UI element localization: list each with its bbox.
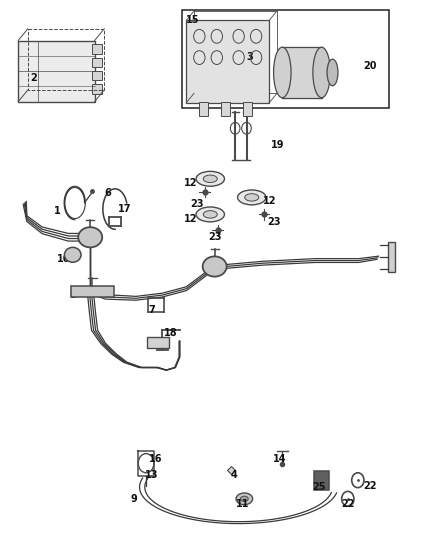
Bar [221,102,230,116]
Text: 12: 12 [184,214,198,224]
Ellipse shape [240,496,248,502]
Bar [92,84,102,94]
Text: 13: 13 [145,470,158,480]
Text: 18: 18 [164,328,178,338]
Bar [92,58,102,67]
Text: 15: 15 [186,15,200,26]
Bar [71,286,114,297]
Bar [243,102,252,116]
Bar [388,242,396,272]
Text: 22: 22 [363,481,376,490]
Bar [314,471,329,490]
Text: 5: 5 [209,263,216,273]
Text: 6: 6 [104,188,111,198]
Bar [92,71,102,80]
Text: 7: 7 [148,305,155,315]
Ellipse shape [236,493,253,505]
Bar [92,44,102,54]
Text: 3: 3 [246,52,253,61]
Text: 19: 19 [271,140,285,150]
Ellipse shape [203,175,217,182]
Text: 24: 24 [149,337,162,347]
Text: 20: 20 [363,61,376,70]
Ellipse shape [327,59,338,86]
Ellipse shape [196,207,224,222]
Bar [186,20,269,103]
Text: 9: 9 [131,494,137,504]
Ellipse shape [274,47,291,98]
Text: 8: 8 [69,289,76,300]
Ellipse shape [313,47,330,98]
Text: 10: 10 [57,254,71,263]
Text: 23: 23 [208,232,221,243]
Text: 12: 12 [184,177,198,188]
Text: 23: 23 [267,217,280,228]
Text: 17: 17 [118,204,132,214]
Text: 11: 11 [236,499,250,509]
Ellipse shape [245,193,259,201]
Text: 25: 25 [313,482,326,492]
Bar [182,10,389,108]
Text: 22: 22 [341,499,354,509]
Text: 2: 2 [30,73,37,83]
Text: 14: 14 [273,454,287,464]
Ellipse shape [64,247,81,262]
Ellipse shape [237,190,266,205]
Ellipse shape [203,211,217,218]
Ellipse shape [203,256,226,277]
Ellipse shape [196,171,224,186]
Bar [199,102,208,116]
Text: 1: 1 [54,206,61,216]
Text: 12: 12 [262,196,276,206]
Text: 23: 23 [191,199,204,209]
Text: 16: 16 [149,454,162,464]
Bar [18,41,95,102]
Bar [147,337,169,348]
Text: 4: 4 [231,470,238,480]
Text: 5: 5 [85,236,92,246]
Ellipse shape [78,227,102,247]
